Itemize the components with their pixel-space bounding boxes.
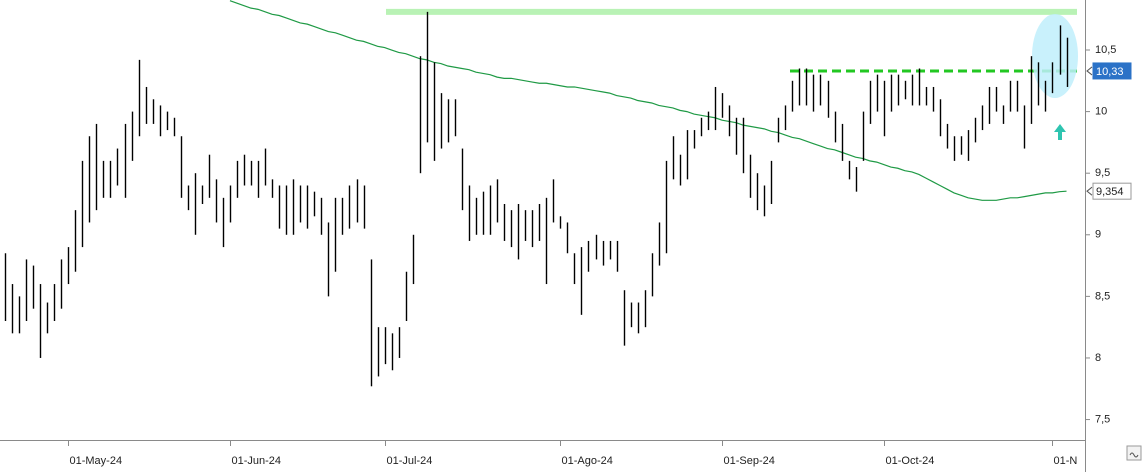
scale-button[interactable] <box>1126 445 1142 461</box>
x-tick-label: 01-Oct-24 <box>886 455 935 467</box>
y-tick-label: 10 <box>1095 106 1107 118</box>
up-arrow <box>1054 124 1066 140</box>
marker-label: 9,354 <box>1096 186 1124 198</box>
marker-pointer <box>1086 186 1093 196</box>
y-tick-label: 9,5 <box>1095 167 1110 179</box>
marker-label: 10,33 <box>1096 66 1124 78</box>
x-tick-label: 01-Sep-24 <box>724 455 775 467</box>
y-tick-label: 8 <box>1095 352 1101 364</box>
marker-box <box>1092 182 1132 200</box>
highlight-ellipse <box>1032 14 1078 98</box>
moving-average-line <box>229 0 1067 201</box>
marker-pointer <box>1086 66 1093 76</box>
marker-box <box>1092 62 1132 80</box>
x-tick-label: 01-Jul-24 <box>387 455 433 467</box>
x-tick-label: 01-May-24 <box>70 455 123 467</box>
y-tick-label: 9 <box>1095 229 1101 241</box>
y-tick-label: 10,5 <box>1095 44 1116 56</box>
x-tick-label: 01-Jun-24 <box>232 455 282 467</box>
x-tick-label: 01-N <box>1054 455 1078 467</box>
scale-icon <box>1129 452 1139 458</box>
y-tick-label: 8,5 <box>1095 290 1110 302</box>
y-tick-label: 7,5 <box>1095 413 1110 425</box>
x-tick-label: 01-Ago-24 <box>562 455 613 467</box>
